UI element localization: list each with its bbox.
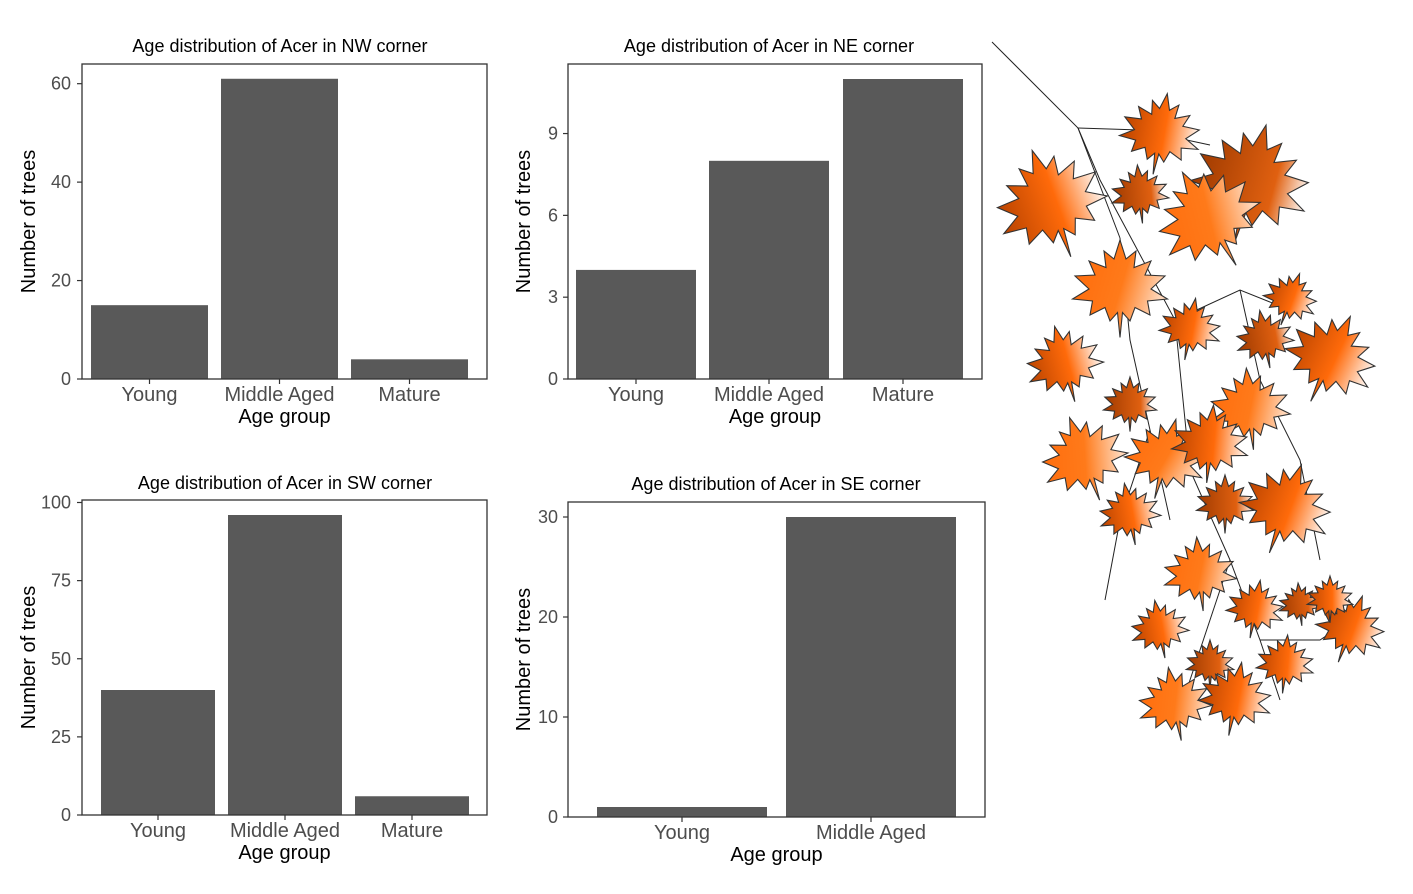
y-tick-label: 60 <box>51 74 71 94</box>
bar-middle-aged <box>228 515 342 815</box>
y-tick-label: 0 <box>548 369 558 389</box>
maple-leaf <box>1261 271 1318 326</box>
x-tick-label: Young <box>130 820 186 842</box>
maple-leaf <box>1098 481 1163 546</box>
bar-young <box>597 807 767 817</box>
maple-leaf <box>1254 633 1315 694</box>
maple-leaf <box>1235 308 1296 369</box>
maple-leaf-branch-illustration <box>991 41 1386 741</box>
x-tick-label: Middle Aged <box>816 822 926 844</box>
x-tick-label: Young <box>608 384 664 406</box>
maple-leaf <box>1110 163 1171 224</box>
maple-leaf <box>1283 314 1377 402</box>
y-tick-label: 9 <box>548 124 558 144</box>
x-tick-label: Mature <box>872 384 934 406</box>
maple-leaf <box>1162 535 1239 612</box>
x-tick-label: Young <box>654 822 710 844</box>
y-tick-label: 25 <box>51 727 71 747</box>
maple-leaf <box>995 148 1110 258</box>
chart-panel-4: 0 10 20 30 Young Middle Aged Age distribution … <box>513 474 986 866</box>
y-tick-label: 6 <box>548 205 558 225</box>
y-tick-label: 20 <box>538 607 558 627</box>
chart-panel-2: 0 3 6 9 Young Middle Aged Mature Age distributi… <box>513 36 983 428</box>
chart-panel-3: 0 25 50 75 100 Young Middle Aged Mature Age dist… <box>18 473 488 864</box>
y-tick-label: 100 <box>41 493 71 513</box>
branch-stem <box>991 41 1121 239</box>
branch-stem <box>1077 127 1191 471</box>
y-tick-label: 40 <box>51 172 71 192</box>
bar-young <box>91 305 208 379</box>
y-axis-label: Number of trees <box>513 150 535 293</box>
panel-border <box>81 63 488 380</box>
x-axis-label: Age group <box>238 842 330 864</box>
maple-leaf <box>1169 403 1249 483</box>
y-tick-label: 20 <box>51 271 71 291</box>
bar-middle-aged <box>786 517 956 817</box>
y-tick-label: 10 <box>538 707 558 727</box>
chart-title: Age distribution of Acer in NE corner <box>624 36 914 56</box>
bar-mature <box>351 359 468 379</box>
chart-title: Age distribution of Acer in NW corner <box>132 36 427 56</box>
bar-mature <box>355 796 469 815</box>
maple-leaf <box>1070 238 1170 338</box>
x-axis-label: Age group <box>730 844 822 866</box>
panel-border <box>567 63 983 380</box>
maple-leaf <box>1224 578 1285 639</box>
bar-mature <box>843 79 963 379</box>
bar-middle-aged <box>709 160 829 379</box>
x-tick-label: Middle Aged <box>230 820 340 842</box>
maple-leaf <box>1041 415 1130 501</box>
bar-young <box>101 690 215 815</box>
maple-leaf <box>1194 473 1256 534</box>
chart-title: Age distribution of Acer in SW corner <box>138 473 432 493</box>
y-tick-label: 0 <box>61 369 71 389</box>
maple-leaf <box>1196 660 1272 736</box>
maple-leaf <box>1158 170 1262 266</box>
maple-leaf <box>1117 91 1201 175</box>
x-axis-label: Age group <box>729 406 821 428</box>
chart-title: Age distribution of Acer in SE corner <box>631 474 920 494</box>
x-tick-label: Mature <box>381 820 443 842</box>
maple-leaf <box>1237 463 1332 554</box>
y-tick-label: 75 <box>51 571 71 591</box>
maple-leaf <box>1157 296 1222 361</box>
y-axis-label: Number of trees <box>18 586 40 729</box>
bar-middle-aged <box>221 78 338 379</box>
maple-leaf <box>1101 375 1159 432</box>
x-axis-label: Age group <box>238 406 330 428</box>
x-tick-label: Middle Aged <box>224 384 334 406</box>
maple-leaf <box>1130 598 1191 659</box>
y-tick-label: 0 <box>61 805 71 825</box>
y-tick-label: 30 <box>538 507 558 527</box>
bar-young <box>576 269 696 379</box>
y-tick-label: 3 <box>548 287 558 307</box>
y-axis-label: Number of trees <box>18 150 40 293</box>
x-tick-label: Middle Aged <box>714 384 824 406</box>
y-tick-label: 50 <box>51 649 71 669</box>
maple-leaf <box>1305 574 1355 623</box>
x-tick-label: Young <box>122 384 178 406</box>
y-axis-label: Number of trees <box>513 588 535 731</box>
chart-panel-1: 0 20 40 60 Young Middle Aged Mature Age distrib… <box>18 36 488 428</box>
y-tick-label: 0 <box>548 807 558 827</box>
panel-border <box>567 501 986 818</box>
maple-leaf <box>1138 665 1214 741</box>
maple-leaf <box>1025 324 1106 402</box>
x-tick-label: Mature <box>378 384 440 406</box>
